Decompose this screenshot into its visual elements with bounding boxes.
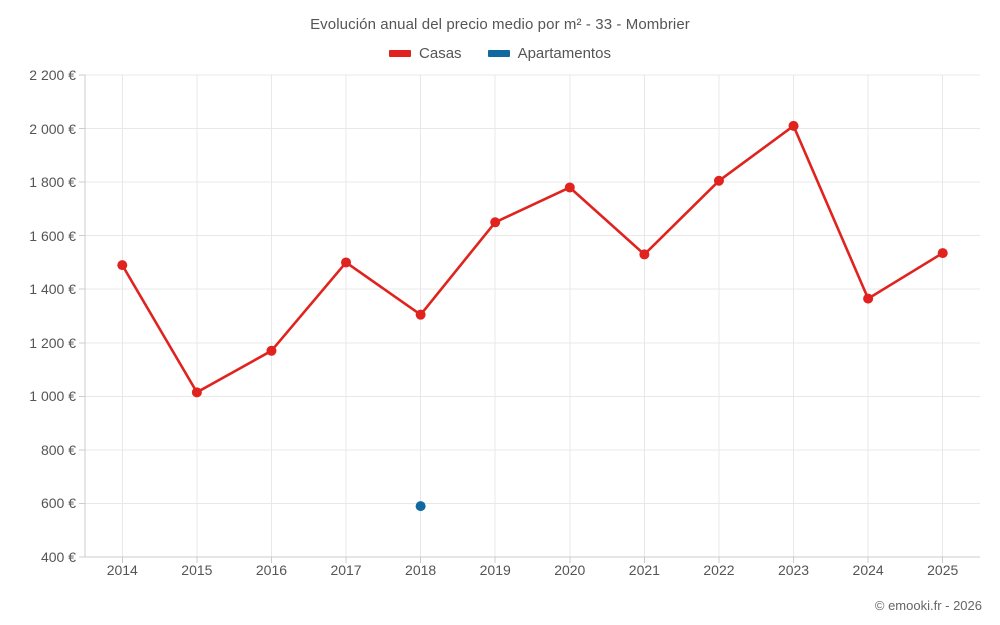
y-axis-tick-label: 1 200 € [29, 334, 76, 351]
y-axis-tick-label: 2 000 € [29, 120, 76, 137]
x-axis-tick-label: 2022 [703, 562, 735, 578]
x-axis-tick-label: 2019 [479, 562, 511, 578]
legend-item-apartamentos[interactable]: Apartamentos [487, 45, 611, 62]
x-axis-tick-label: 2016 [255, 562, 288, 578]
data-point-casas-2020[interactable] [564, 182, 575, 193]
plot-area [79, 74, 980, 563]
x-axis-tick-label: 2021 [628, 562, 660, 578]
y-axis-tick-label: 800 € [40, 441, 76, 458]
y-axis-tick-label: 1 400 € [29, 281, 76, 298]
x-axis: 2014 2015 2016 2017 2018 2019 2020 2021 2022 2023… [85, 562, 980, 586]
x-axis-tick-label: 2025 [927, 562, 959, 578]
data-point-casas-2019[interactable] [490, 217, 501, 228]
data-point-casas-2016[interactable] [266, 345, 277, 356]
y-axis-tick-label: 400 € [40, 549, 76, 565]
y-axis-tick-label: 2 200 € [29, 67, 76, 83]
data-point-casas-2025[interactable] [937, 248, 948, 259]
data-point-casas-2022[interactable] [713, 175, 724, 186]
plot-svg [79, 74, 980, 563]
y-axis-tick-label: 1 800 € [29, 174, 76, 191]
data-point-casas-2018[interactable] [415, 309, 426, 320]
series-line-casas [120, 124, 945, 394]
data-point-casas-2015[interactable] [191, 387, 202, 398]
legend-label-casas: Casas [419, 45, 462, 62]
legend-swatch-casas [389, 50, 412, 57]
chart-legend: Casas Apartamentos [0, 45, 1000, 62]
data-point-apartamentos-2018[interactable] [415, 501, 426, 512]
x-axis-tick-label: 2024 [852, 562, 884, 578]
data-point-casas-2024[interactable] [863, 293, 874, 304]
y-axis-tick-label: 1 600 € [29, 227, 76, 244]
chart-title: Evolución anual del precio medio por m² … [310, 16, 690, 33]
data-point-casas-2017[interactable] [341, 257, 352, 268]
data-point-casas-2021[interactable] [639, 249, 650, 260]
x-axis-tick-label: 2018 [405, 562, 437, 578]
legend-label-apartamentos: Apartamentos [517, 45, 611, 62]
legend-swatch-apartamentos [487, 50, 510, 57]
y-axis-tick-label: 1 000 € [29, 388, 76, 405]
y-axis: 400 € 600 € 800 € 1 000 € 1 200 € 1 400 € 1 60… [0, 67, 76, 565]
x-axis-tick-label: 2015 [181, 562, 213, 578]
data-point-casas-2023[interactable] [788, 120, 799, 131]
x-axis-tick-label: 2020 [554, 562, 586, 578]
x-axis-tick-label: 2014 [106, 562, 138, 578]
x-axis-tick-label: 2017 [330, 562, 362, 578]
copyright-credit: © emooki.fr - 2026 [874, 598, 982, 613]
legend-item-casas[interactable]: Casas [389, 45, 462, 62]
y-axis-tick-label: 600 € [40, 495, 76, 512]
data-point-casas-2014[interactable] [117, 260, 128, 271]
x-axis-tick-label: 2023 [777, 562, 810, 578]
